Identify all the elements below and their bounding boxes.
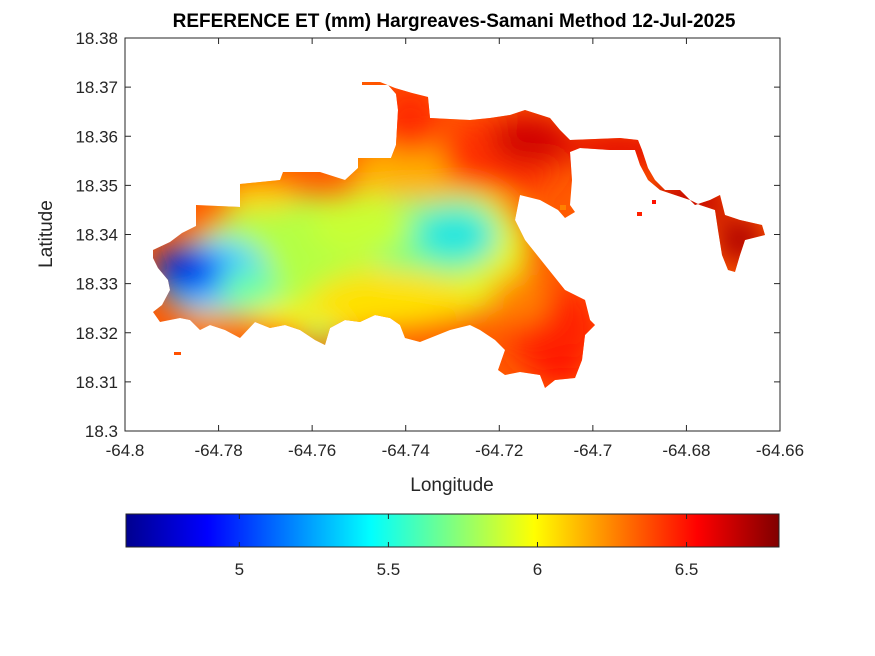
- islet: [174, 352, 181, 355]
- x-tick-label: -64.66: [756, 441, 804, 460]
- colorbar-gradient: [125, 513, 780, 548]
- x-axis: -64.8 -64.78 -64.76 -64.74 -64.72 -64.7 -64.68…: [106, 38, 804, 460]
- y-tick-label: 18.37: [75, 78, 118, 97]
- x-tick-label: -64.76: [288, 441, 336, 460]
- islet: [637, 212, 642, 216]
- x-axis-label: Longitude: [410, 475, 493, 496]
- chart-title: REFERENCE ET (mm) Hargreaves-Samani Meth…: [173, 11, 736, 32]
- islet: [560, 205, 566, 210]
- x-tick-label: -64.78: [194, 441, 242, 460]
- x-tick-label: -64.8: [106, 441, 145, 460]
- y-tick-label: 18.38: [75, 29, 118, 48]
- x-tick-label: -64.68: [662, 441, 710, 460]
- colorbar-ticks: 5 5.5 6 6.5: [235, 514, 699, 579]
- y-axis-label: Latitude: [36, 200, 57, 268]
- y-axis: 18.3 18.31 18.32 18.33 18.34 18.35 18.36 18.37 1…: [75, 29, 780, 441]
- colorbar: 5 5.5 6 6.5: [125, 513, 780, 579]
- colorbar-tick-label: 5: [235, 560, 244, 579]
- x-tick-label: -64.7: [573, 441, 612, 460]
- y-tick-label: 18.32: [75, 324, 118, 343]
- x-tick-label: -64.72: [475, 441, 523, 460]
- colorbar-tick-label: 6.5: [675, 560, 699, 579]
- y-tick-label: 18.36: [75, 127, 118, 146]
- islet: [652, 200, 656, 204]
- y-tick-label: 18.34: [75, 226, 118, 245]
- colorbar-tick-label: 6: [533, 560, 542, 579]
- y-tick-label: 18.3: [85, 422, 118, 441]
- x-tick-label: -64.74: [382, 441, 430, 460]
- y-tick-label: 18.35: [75, 176, 118, 195]
- colorbar-tick-label: 5.5: [377, 560, 401, 579]
- y-tick-label: 18.33: [75, 275, 118, 294]
- et-surface: [153, 82, 765, 388]
- y-tick-label: 18.31: [75, 373, 118, 392]
